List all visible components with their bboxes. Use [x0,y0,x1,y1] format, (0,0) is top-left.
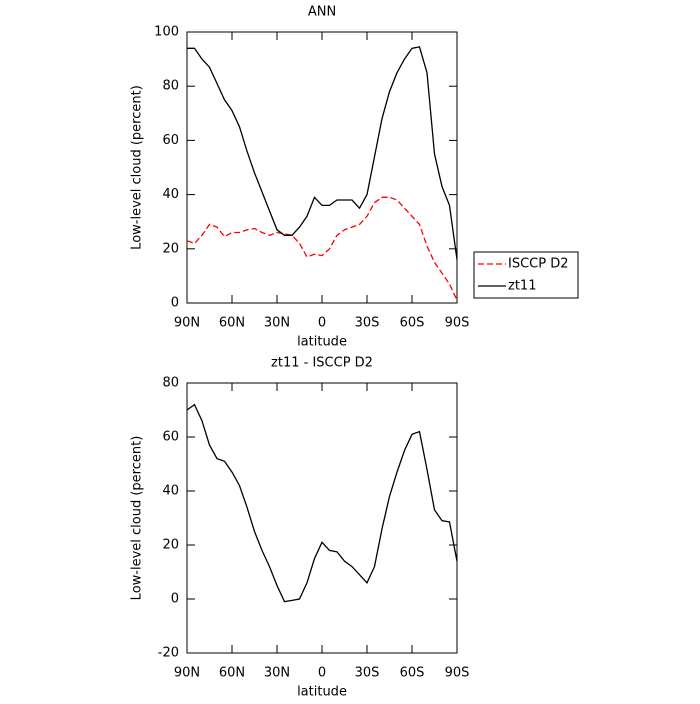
x-tick-label: 60N [219,666,245,681]
legend-label: ISCCP D2 [508,257,569,272]
x-tick-label: 30S [355,316,380,331]
y-tick-label: 40 [162,187,179,202]
y-tick-label: 80 [162,79,179,94]
y-tick-label: 0 [171,296,179,311]
x-tick-label: 90S [445,666,470,681]
x-axis-label: latitude [297,685,347,700]
x-tick-label: 30S [355,666,380,681]
x-tick-label: 0 [318,316,326,331]
x-tick-label: 0 [318,666,326,681]
x-tick-label: 90S [445,316,470,331]
x-tick-label: 90N [174,316,200,331]
x-tick-label: 60S [400,316,425,331]
y-axis-label: Low-level cloud (percent) [130,436,145,601]
data-line [186,196,458,301]
plot-frame [186,382,458,654]
x-tick-label: 60N [219,316,245,331]
x-tick-label: 60S [400,666,425,681]
data-line [186,403,458,603]
y-tick-label: 20 [162,241,179,256]
y-tick-label: 60 [162,133,179,148]
plot-frame [186,31,458,304]
x-tick-label: 30N [264,666,290,681]
x-tick-label: 90N [174,666,200,681]
y-axis-label: Low-level cloud (percent) [130,85,145,250]
y-tick-label: 20 [162,538,179,553]
y-tick-label: 40 [162,484,179,499]
legend-box [473,251,579,299]
chart-title: ANN [308,5,336,20]
chart-title: zt11 - ISCCP D2 [271,356,373,371]
x-axis-label: latitude [297,335,347,350]
y-tick-label: 100 [154,25,179,40]
y-tick-label: 80 [162,376,179,391]
data-line [187,46,458,260]
y-tick-label: -20 [158,646,179,661]
legend-label: zt11 [508,279,536,294]
y-tick-label: 60 [162,430,179,445]
x-tick-label: 30N [264,316,290,331]
y-tick-label: 0 [171,592,179,607]
